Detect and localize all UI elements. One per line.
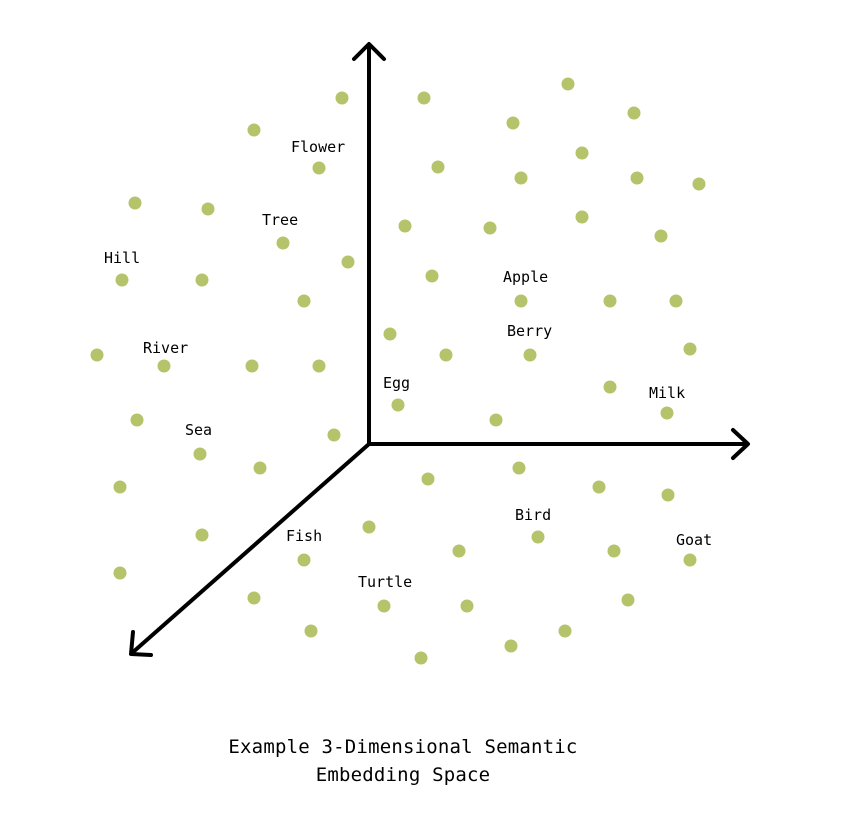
embedding-point — [113, 480, 127, 494]
label-apple: Apple — [503, 268, 548, 286]
embedding-point — [603, 380, 617, 394]
embedding-point — [506, 116, 520, 130]
embedding-point — [312, 161, 326, 175]
axes — [129, 42, 750, 657]
embedding-point — [304, 624, 318, 638]
embedding-point — [383, 327, 397, 341]
embedding-point — [327, 428, 341, 442]
caption-line-1: Example 3-Dimensional Semantic — [228, 736, 578, 758]
embedding-point — [130, 413, 144, 427]
label-goat: Goat — [676, 531, 712, 549]
embedding-point — [627, 106, 641, 120]
label-flower: Flower — [291, 138, 345, 156]
embedding-point — [512, 461, 526, 475]
vertical-axis-arrowhead — [352, 42, 386, 61]
embedding-point — [514, 294, 528, 308]
horizontal-axis-arrowhead — [731, 428, 750, 460]
embedding-point — [504, 639, 518, 653]
embedding-point — [398, 219, 412, 233]
embedding-point — [201, 202, 215, 216]
embedding-point — [439, 348, 453, 362]
embedding-point — [592, 480, 606, 494]
embedding-point — [312, 359, 326, 373]
caption-line-2: Embedding Space — [315, 764, 491, 786]
embedding-point — [630, 171, 644, 185]
label-sea: Sea — [185, 421, 212, 439]
embedding-point — [431, 160, 445, 174]
embedding-point — [297, 553, 311, 567]
embedding-points — [90, 77, 706, 665]
embedding-point — [128, 196, 142, 210]
embedding-point — [195, 528, 209, 542]
embedding-point — [575, 210, 589, 224]
embedding-point — [297, 294, 311, 308]
embedding-point — [621, 593, 635, 607]
label-milk: Milk — [649, 384, 685, 402]
label-fish: Fish — [286, 527, 322, 545]
label-hill: Hill — [104, 249, 140, 267]
diagram-caption: Example 3-Dimensional Semantic Embedding… — [0, 733, 806, 789]
embedding-point — [483, 221, 497, 235]
word-labels: Flower Tree Hill River Sea Fish Turtle B… — [104, 138, 712, 591]
embedding-point — [90, 348, 104, 362]
embedding-point — [561, 77, 575, 91]
label-tree: Tree — [262, 211, 298, 229]
embedding-point — [692, 177, 706, 191]
embedding-point — [603, 294, 617, 308]
embedding-point — [193, 447, 207, 461]
embedding-point — [683, 553, 697, 567]
label-berry: Berry — [507, 322, 552, 340]
embedding-point — [452, 544, 466, 558]
depth-axis-arrowhead — [129, 630, 153, 657]
embedding-point — [341, 255, 355, 269]
embedding-point — [531, 530, 545, 544]
label-river: River — [143, 339, 188, 357]
embedding-point — [253, 461, 267, 475]
embedding-point — [417, 91, 431, 105]
embedding-point — [558, 624, 572, 638]
embedding-point — [414, 651, 428, 665]
depth-axis — [130, 442, 371, 655]
embedding-point — [660, 406, 674, 420]
embedding-point — [683, 342, 697, 356]
label-turtle: Turtle — [358, 573, 412, 591]
label-bird: Bird — [515, 506, 551, 524]
embedding-point — [113, 566, 127, 580]
embedding-point — [245, 359, 259, 373]
embedding-point — [661, 488, 675, 502]
embedding-point — [514, 171, 528, 185]
embedding-point — [421, 472, 435, 486]
embedding-point — [247, 123, 261, 137]
embedding-point — [195, 273, 209, 287]
embedding-point — [247, 591, 261, 605]
embedding-point — [377, 599, 391, 613]
embedding-point — [654, 229, 668, 243]
embedding-point — [157, 359, 171, 373]
embedding-point — [425, 269, 439, 283]
embedding-point — [607, 544, 621, 558]
embedding-point — [669, 294, 683, 308]
embedding-point — [523, 348, 537, 362]
embedding-point — [115, 273, 129, 287]
embedding-point — [335, 91, 349, 105]
embedding-point — [489, 413, 503, 427]
label-egg: Egg — [383, 374, 410, 392]
embedding-point — [276, 236, 290, 250]
embedding-point — [575, 146, 589, 160]
embedding-point — [391, 398, 405, 412]
embedding-point — [362, 520, 376, 534]
embedding-point — [460, 599, 474, 613]
